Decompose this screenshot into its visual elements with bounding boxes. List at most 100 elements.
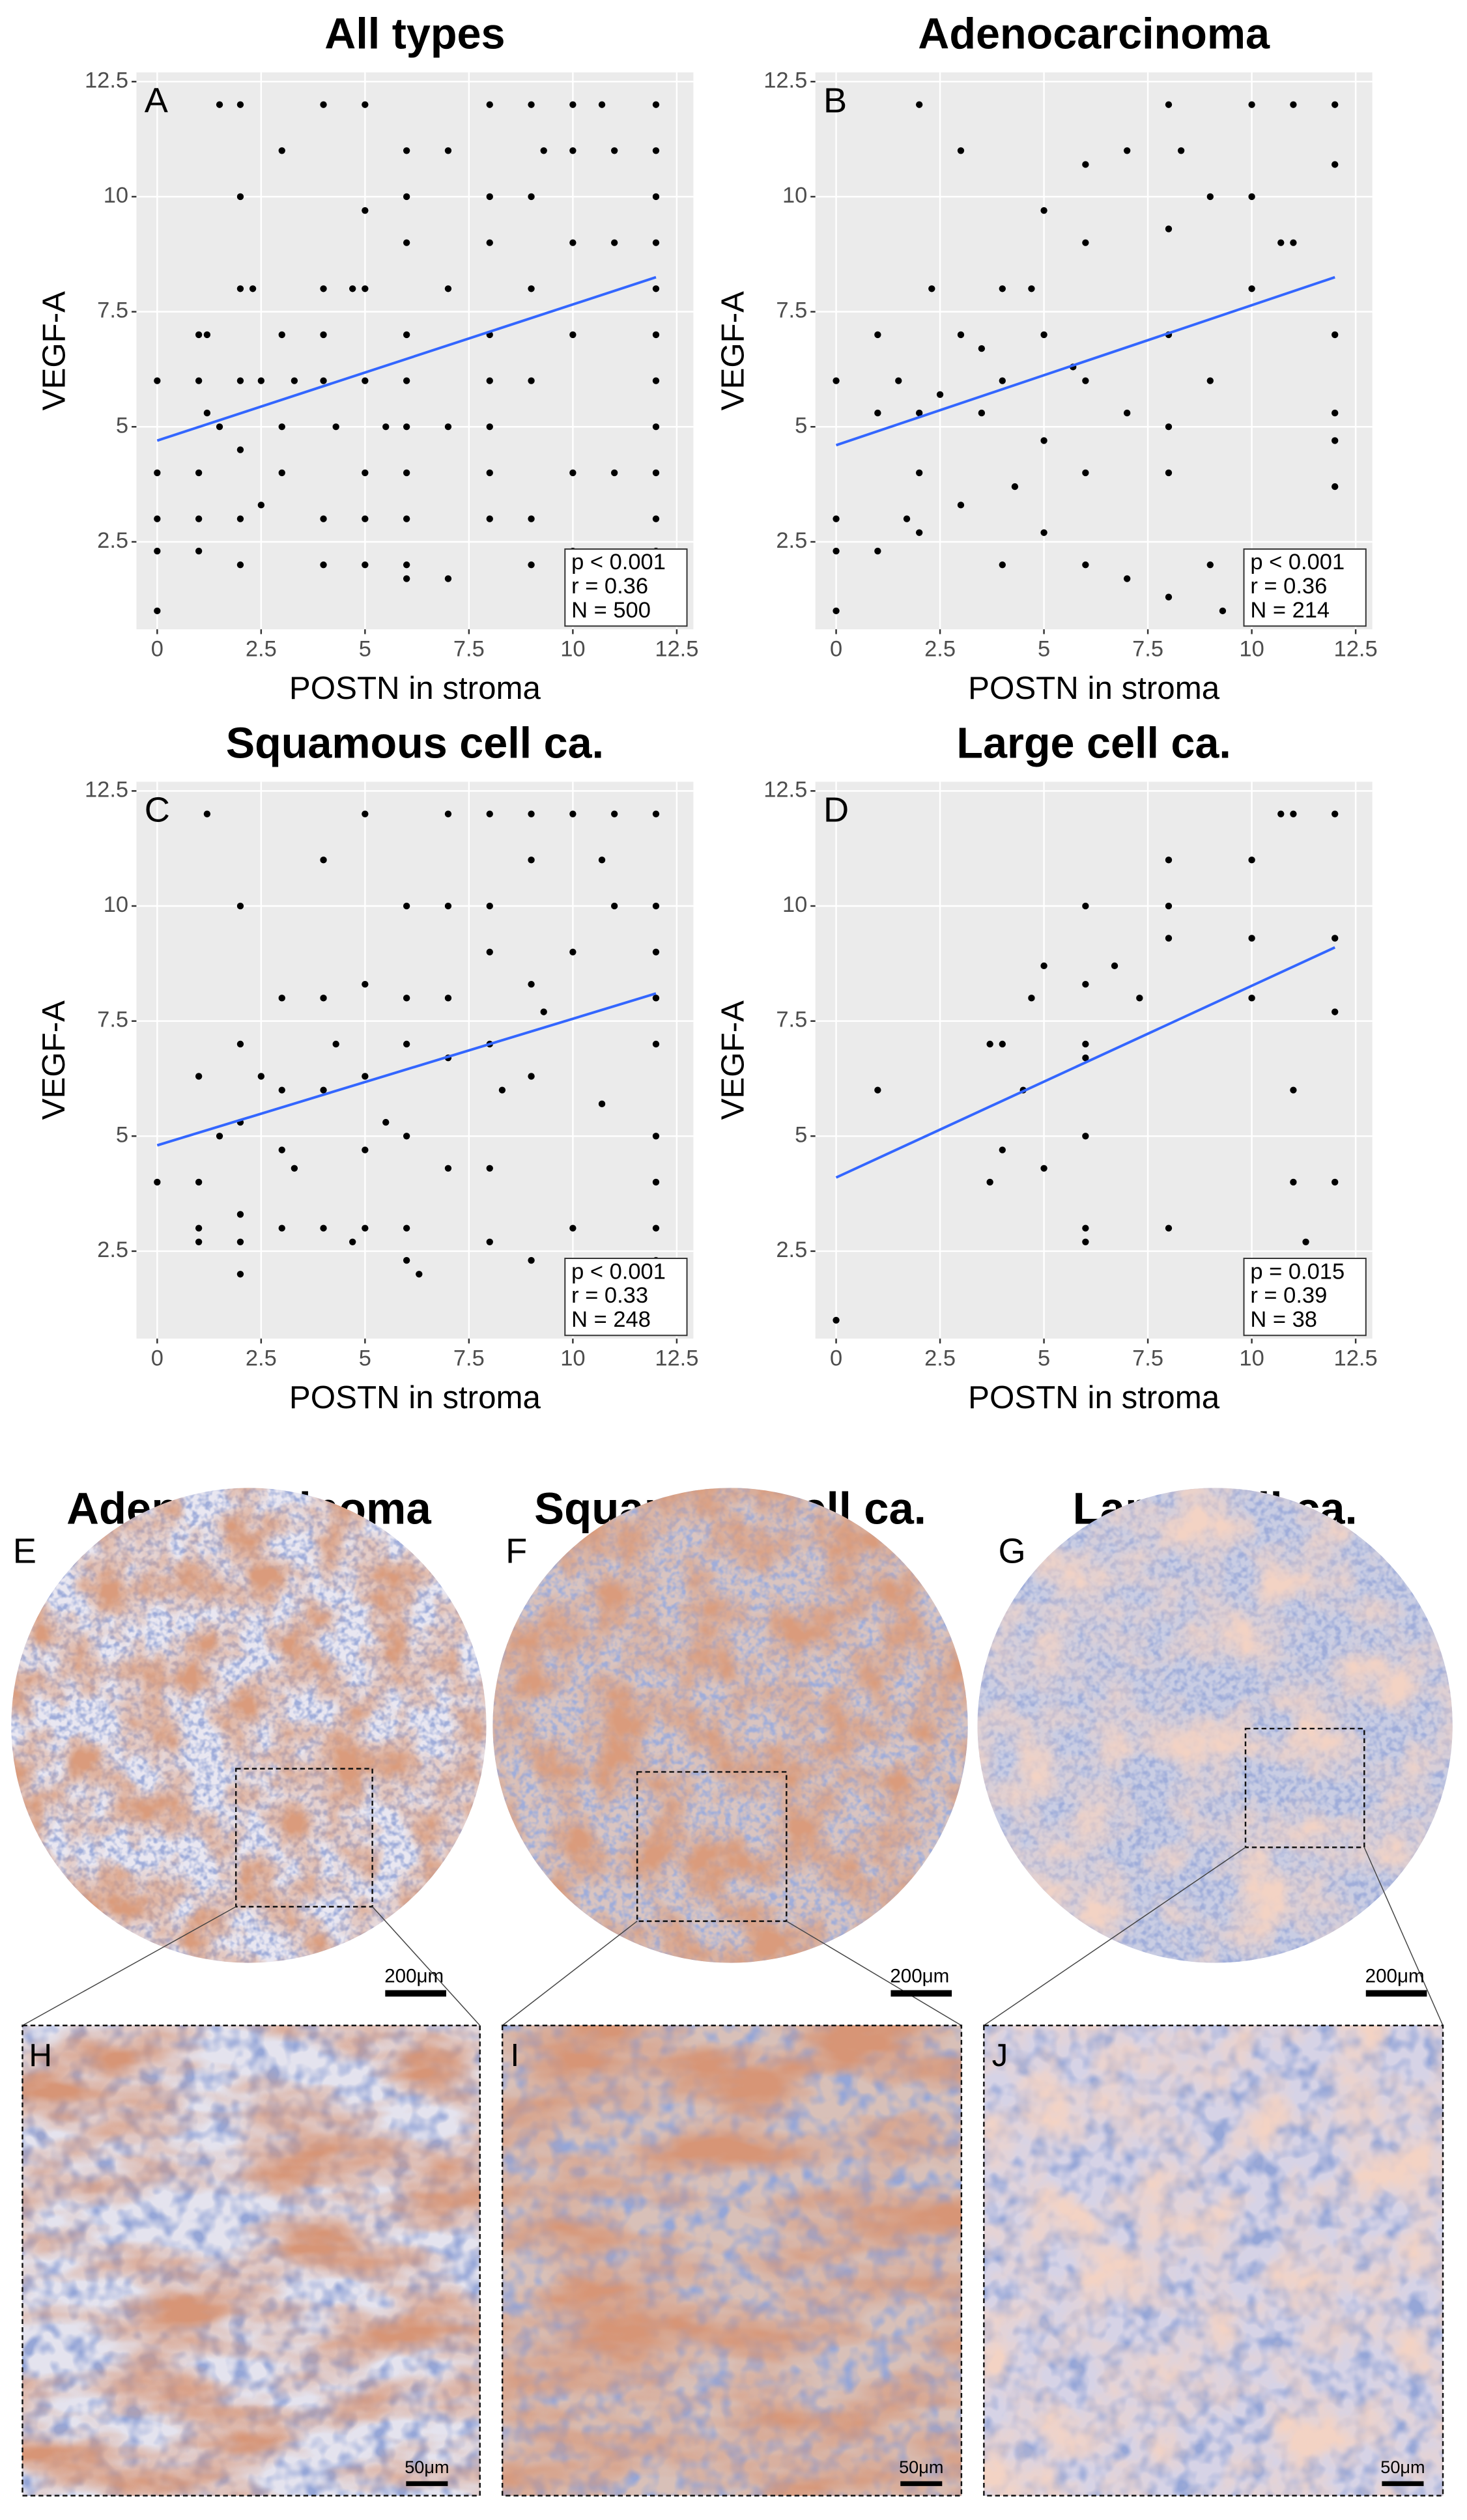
y-tick-label: 7.5 [97,1008,128,1032]
x-tick-label: 10 [1239,636,1264,661]
y-tick-label: 12.5 [763,777,807,802]
point [278,331,285,339]
x-tick-label: 7.5 [453,1346,485,1370]
point [444,285,452,292]
point [569,331,577,339]
point [1332,1178,1339,1186]
point [1165,101,1173,108]
point [403,331,410,339]
point [278,995,285,1002]
point [874,547,881,555]
point [1290,1178,1297,1186]
point [569,469,577,477]
point [195,1225,203,1232]
chart-title: Adenocarcinoma [918,10,1270,59]
point [236,377,244,384]
point [216,101,223,108]
point [1290,810,1297,817]
stats-text: N = 214 [1250,598,1330,623]
point [652,147,660,154]
point [236,193,244,201]
point [986,1040,993,1048]
point [257,1073,265,1080]
point [1277,239,1285,246]
point [362,1146,369,1154]
point [1332,1008,1339,1015]
point [999,285,1006,292]
point [611,147,618,154]
point [915,469,923,477]
y-tick-label: 12.5 [763,68,807,92]
point [362,285,369,292]
x-tick-label: 5 [359,1346,371,1370]
point [320,1225,327,1232]
stats-text: N = 248 [571,1307,651,1332]
point [362,469,369,477]
y-tick-label: 10 [104,892,128,917]
point [403,995,410,1002]
point [486,101,493,108]
chart-title: Squamous cell ca. [226,720,604,768]
point [978,409,986,417]
point [216,1133,223,1140]
point [936,391,944,398]
x-tick-label: 0 [830,636,842,661]
point [1165,1225,1173,1232]
point [540,1008,547,1015]
x-axis-label: POSTN in stroma [968,670,1220,706]
point [403,1133,410,1140]
point [403,561,410,569]
point [915,101,923,108]
point [1082,1225,1089,1232]
point [1177,147,1185,154]
point [249,285,257,292]
point [1124,147,1131,154]
point [1082,561,1089,569]
y-tick-label: 5 [116,413,128,438]
point [652,331,660,339]
point [203,331,211,339]
point [1332,810,1339,817]
x-axis-label: POSTN in stroma [289,670,541,706]
point [569,948,577,956]
point [1082,161,1089,168]
point [895,377,902,384]
point [928,285,935,292]
point [1332,935,1339,942]
panel-label: J [992,2037,1008,2073]
point [1165,225,1173,233]
point [1248,193,1255,201]
y-tick-label: 12.5 [85,777,128,802]
point [652,1133,660,1140]
point [320,331,327,339]
point [320,857,327,864]
point [999,561,1006,569]
point [154,1178,161,1186]
x-tick-label: 12.5 [655,636,698,661]
x-tick-label: 10 [1239,1346,1264,1370]
point [652,285,660,292]
point [1082,1040,1089,1048]
point [598,101,606,108]
point [569,239,577,246]
point [349,285,356,292]
point [1028,995,1035,1002]
scale-label: 200μm [384,1966,444,1987]
point [1290,1086,1297,1094]
y-tick-label: 2.5 [97,1238,128,1262]
point [1136,995,1143,1002]
point [320,101,327,108]
x-tick-label: 7.5 [1132,1346,1163,1370]
point [1040,206,1047,214]
point [362,980,369,988]
panel-label: E [13,1532,36,1571]
point [382,423,390,431]
point [1082,239,1089,246]
point [403,1225,410,1232]
point [278,469,285,477]
point [999,1146,1006,1154]
point [486,239,493,246]
point [611,902,618,910]
point [999,377,1006,384]
